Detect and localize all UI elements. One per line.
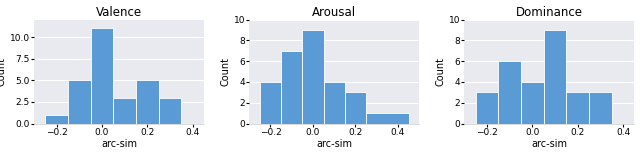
Bar [68,80,91,124]
Title: Valence: Valence [96,6,142,19]
Bar [544,30,566,124]
Bar [281,51,302,124]
Y-axis label: Count: Count [221,57,231,86]
Bar [345,92,366,124]
Title: Arousal: Arousal [312,6,356,19]
Bar [324,82,345,124]
Bar [45,115,68,124]
Bar [91,28,113,124]
Bar [366,113,408,124]
Bar [589,92,612,124]
Bar [260,82,281,124]
Y-axis label: Count: Count [436,57,446,86]
X-axis label: arc-sim: arc-sim [101,140,137,149]
X-axis label: arc-sim: arc-sim [316,140,352,149]
Bar [113,97,136,124]
Y-axis label: Count: Count [0,57,7,86]
Bar [521,82,544,124]
Bar [566,92,589,124]
X-axis label: arc-sim: arc-sim [531,140,568,149]
Bar [302,30,324,124]
Bar [476,92,499,124]
Bar [499,61,521,124]
Title: Dominance: Dominance [516,6,583,19]
Bar [136,80,159,124]
Bar [159,97,181,124]
